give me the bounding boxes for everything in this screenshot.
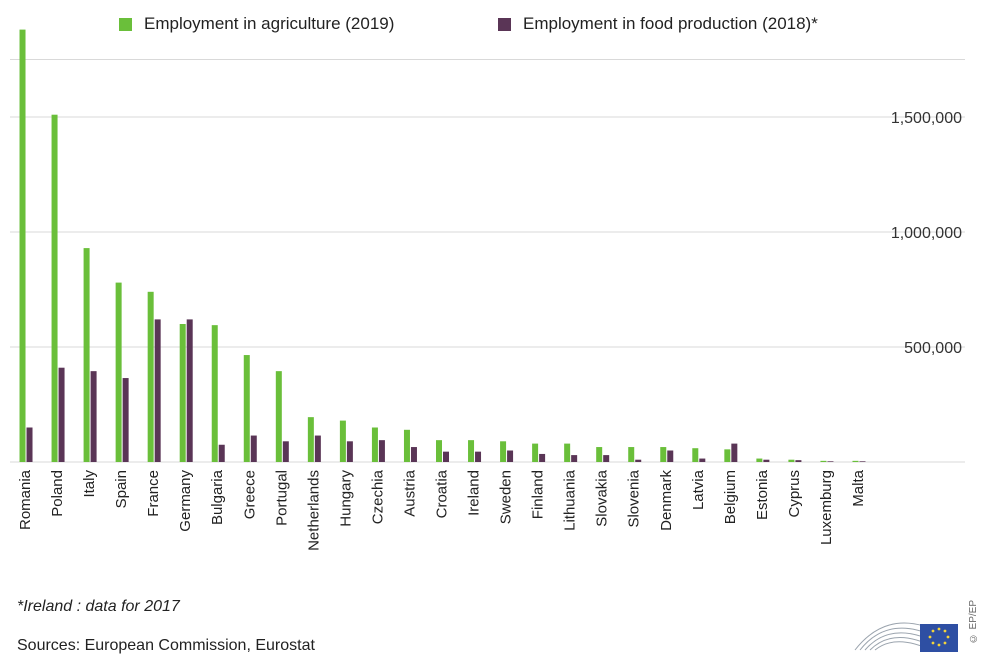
legend-agriculture-label: Employment in agriculture (2019) [144, 14, 395, 33]
x-tick-label-poland: Poland [49, 470, 66, 517]
bar-agriculture-romania [19, 29, 26, 462]
bar-food-lithuania [571, 455, 578, 462]
x-tick-label-croatia: Croatia [434, 469, 451, 518]
bar-agriculture-luxemburg [820, 460, 827, 462]
bar-agriculture-hungary [339, 420, 346, 462]
bar-food-slovenia [635, 459, 642, 462]
x-tick-label-italy: Italy [81, 470, 98, 498]
bar-agriculture-germany [179, 324, 186, 462]
y-tick-label: 500,000 [904, 340, 962, 357]
x-tick-label-malta: Malta [850, 469, 867, 506]
logo-credit: © EP/EP [968, 600, 979, 644]
bar-agriculture-greece [243, 355, 250, 462]
bar-agriculture-poland [51, 114, 58, 462]
bar-agriculture-spain [115, 282, 122, 462]
legend-food-production: Employment in food production (2018)* [498, 14, 818, 34]
bar-food-ireland [475, 451, 482, 462]
legend-food-swatch [498, 17, 511, 31]
bar-food-finland [539, 453, 546, 462]
x-tick-label-netherlands: Netherlands [305, 470, 322, 551]
bar-food-portugal [282, 441, 289, 462]
bar-food-czechia [378, 440, 385, 462]
bar-agriculture-sweden [500, 441, 507, 462]
x-tick-label-latvia: Latvia [690, 469, 707, 510]
bar-food-luxemburg [827, 461, 834, 462]
x-tick-label-ireland: Ireland [466, 470, 483, 516]
bar-food-italy [90, 371, 97, 462]
bar-agriculture-finland [532, 443, 539, 462]
x-tick-label-lithuania: Lithuania [562, 469, 579, 531]
x-tick-label-slovakia: Slovakia [594, 469, 611, 526]
bar-agriculture-lithuania [564, 443, 571, 462]
x-axis-ticks: Romania Poland Italy Spain France Germany Bulg… [17, 469, 867, 551]
bar-agriculture-ireland [468, 440, 475, 462]
x-tick-label-denmark: Denmark [658, 470, 675, 531]
x-tick-label-austria: Austria [401, 469, 418, 516]
bar-food-malta [859, 461, 866, 462]
sources-text: Sources: European Commission, Eurostat [17, 637, 315, 654]
bar-food-germany [186, 319, 193, 462]
bar-food-denmark [667, 450, 674, 462]
x-tick-label-bulgaria: Bulgaria [209, 469, 226, 525]
bars [19, 29, 866, 462]
x-tick-label-spain: Spain [113, 470, 130, 508]
bar-agriculture-belgium [724, 449, 731, 462]
legend-agriculture-swatch [119, 17, 132, 31]
bar-agriculture-france [147, 291, 154, 462]
bar-food-netherlands [314, 435, 321, 462]
x-tick-label-hungary: Hungary [337, 470, 354, 527]
x-tick-label-france: France [145, 470, 162, 517]
bar-agriculture-cyprus [788, 459, 795, 462]
y-axis-ticks: 500,000 1,000,000 1,500,000 [891, 110, 962, 357]
bar-agriculture-slovakia [596, 447, 603, 462]
x-tick-label-belgium: Belgium [722, 470, 739, 524]
bar-agriculture-czechia [371, 427, 378, 462]
x-tick-label-germany: Germany [177, 470, 194, 532]
bar-food-sweden [507, 450, 514, 462]
bar-agriculture-denmark [660, 447, 667, 462]
x-tick-label-slovenia: Slovenia [626, 469, 643, 527]
x-tick-label-cyprus: Cyprus [786, 470, 803, 518]
bar-food-france [154, 319, 161, 462]
footnote: *Ireland : data for 2017 [17, 598, 180, 615]
bar-agriculture-estonia [756, 458, 763, 462]
bar-food-spain [122, 378, 129, 462]
bar-agriculture-croatia [436, 440, 442, 462]
bar-food-poland [58, 367, 65, 462]
bar-food-latvia [699, 458, 706, 462]
x-tick-label-luxemburg: Luxemburg [818, 470, 835, 545]
y-tick-label: 1,000,000 [891, 225, 962, 242]
bar-food-slovakia [603, 455, 610, 462]
bar-agriculture-austria [403, 429, 410, 462]
bar-agriculture-malta [852, 460, 859, 462]
bar-agriculture-portugal [275, 371, 282, 462]
bar-agriculture-bulgaria [211, 325, 218, 462]
x-tick-label-romania: Romania [17, 469, 34, 530]
bar-food-estonia [763, 459, 770, 462]
y-tick-label: 1,500,000 [891, 110, 962, 127]
legend-food-label: Employment in food production (2018)* [523, 14, 818, 33]
bar-food-greece [250, 435, 257, 462]
bar-food-hungary [346, 441, 353, 462]
bar-food-belgium [731, 443, 738, 462]
x-tick-label-sweden: Sweden [498, 470, 515, 524]
european-parliament-logo [854, 622, 958, 652]
bar-food-bulgaria [218, 444, 225, 462]
bar-food-austria [410, 447, 417, 462]
x-tick-label-greece: Greece [241, 470, 258, 519]
x-tick-label-portugal: Portugal [273, 470, 290, 526]
x-tick-label-finland: Finland [530, 470, 547, 519]
gridlines [10, 59, 965, 463]
bar-agriculture-italy [83, 248, 90, 462]
bar-food-cyprus [795, 460, 802, 462]
bar-food-romania [26, 427, 33, 462]
x-tick-label-czechia: Czechia [369, 469, 386, 524]
x-tick-label-estonia: Estonia [754, 469, 771, 520]
bar-agriculture-netherlands [307, 417, 314, 462]
bar-agriculture-latvia [692, 448, 699, 462]
bar-food-croatia [443, 451, 449, 462]
legend-agriculture: Employment in agriculture (2019) [119, 14, 394, 34]
bar-agriculture-slovenia [628, 447, 635, 462]
